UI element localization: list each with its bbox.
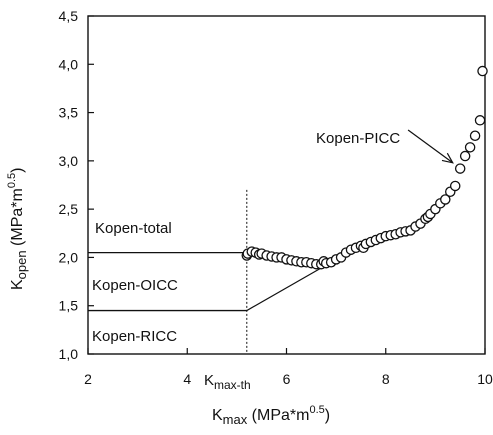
y-axis-label-close: ) (9, 168, 26, 173)
annotation-kopen-ricc: Kopen-RICC (92, 328, 177, 345)
y-tick-label: 1,5 (59, 298, 79, 314)
data-point (474, 115, 486, 126)
x-tick-label: 6 (283, 371, 291, 387)
y-tick-label: 2,5 (59, 201, 79, 217)
kmax-th-label-sub: max-th (214, 378, 251, 392)
data-point (469, 130, 481, 141)
annotation-kopen-total: Kopen-total (95, 220, 172, 237)
x-axis-label: Kmax (MPa*m0.5) (212, 404, 330, 427)
picc-arrow-head (441, 152, 454, 164)
x-tick-label: 8 (382, 371, 390, 387)
x-tick-label: 2 (84, 371, 92, 387)
annotation-kopen-picc: Kopen-PICC (316, 130, 400, 147)
y-tick-label: 3,5 (59, 105, 79, 121)
y-axis-label: Kopen (MPa*m0.5) (6, 168, 29, 290)
y-axis-label-main: K (9, 279, 26, 290)
x-tick-label: 10 (477, 371, 493, 387)
data-point (459, 150, 471, 162)
data-point (477, 65, 488, 77)
y-axis-label-sub: open (14, 250, 29, 279)
y-tick-label: 4,5 (59, 8, 79, 24)
data-point (449, 180, 461, 192)
x-axis-label-close: ) (325, 407, 330, 424)
ricc-ramp-line (246, 261, 332, 312)
annotation-kopen-oicc: Kopen-OICC (92, 277, 178, 294)
y-tick-label: 4,0 (59, 56, 79, 72)
reference-lines (88, 129, 454, 354)
x-axis-label-main: K (212, 407, 223, 424)
data-point (464, 142, 476, 153)
y-tick-label: 1,0 (59, 346, 79, 362)
x-axis-label-sub: max (223, 412, 248, 427)
data-point (440, 194, 451, 205)
kmax-th-label: Kmax-th (204, 372, 251, 392)
x-axis-label-exp: 0.5 (309, 404, 324, 416)
picc-arrow-shaft (407, 129, 454, 164)
y-tick-label: 3,0 (59, 153, 79, 169)
x-tick-label: 4 (183, 371, 191, 387)
data-point (454, 163, 466, 174)
ticks: 2 4 6 8 10 1,0 1,5 2,0 2,5 3,0 3,5 4,0 4,5 (59, 8, 493, 387)
y-tick-label: 2,0 (59, 249, 79, 265)
kmax-th-label-main: K (204, 372, 214, 389)
plot-frame (87, 15, 486, 355)
x-axis-label-unit: (MPa*m (247, 407, 309, 424)
y-axis-label-exp: 0.5 (6, 173, 18, 188)
data-points (241, 65, 488, 270)
y-axis-label-unit: (MPa*m (9, 188, 26, 250)
